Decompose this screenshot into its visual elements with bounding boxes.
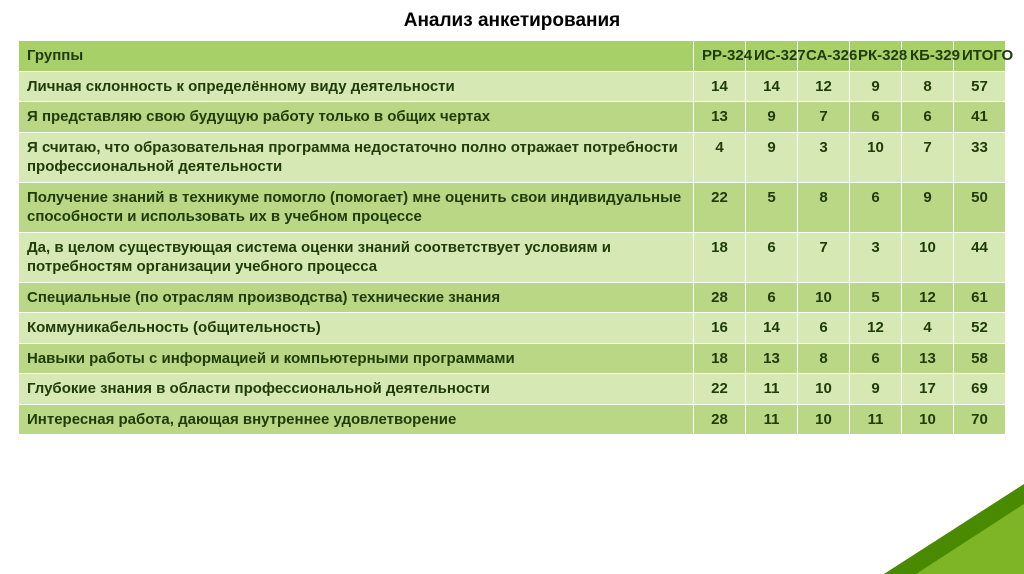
row-value: 12 [902,282,954,313]
row-value: 10 [798,374,850,405]
table-row: Глубокие знания в области профессиональн… [19,374,1006,405]
row-value: 7 [902,132,954,182]
row-value: 17 [902,374,954,405]
row-total: 33 [954,132,1006,182]
col-header-4: РК-328 [850,41,902,72]
row-total: 58 [954,343,1006,374]
row-label: Интересная работа, дающая внутреннее удо… [19,404,694,435]
row-value: 12 [850,313,902,344]
row-value: 6 [902,102,954,133]
row-value: 13 [902,343,954,374]
row-value: 6 [798,313,850,344]
col-header-total: ИТОГО [954,41,1006,72]
row-total: 41 [954,102,1006,133]
table-row: Интересная работа, дающая внутреннее удо… [19,404,1006,435]
row-value: 8 [798,343,850,374]
row-value: 9 [746,102,798,133]
row-value: 28 [694,404,746,435]
row-value: 10 [902,232,954,282]
row-total: 52 [954,313,1006,344]
row-value: 22 [694,182,746,232]
row-total: 50 [954,182,1006,232]
decor-triangle-light [916,504,1024,574]
row-value: 5 [746,182,798,232]
row-value: 10 [798,282,850,313]
row-value: 11 [746,404,798,435]
table-body: Личная склонность к определённому виду д… [19,71,1006,435]
row-value: 9 [746,132,798,182]
row-label: Получение знаний в техникуме помогло (по… [19,182,694,232]
row-value: 10 [902,404,954,435]
row-value: 11 [746,374,798,405]
row-label: Коммуникабельность (общительность) [19,313,694,344]
row-value: 18 [694,343,746,374]
col-header-5: КБ-329 [902,41,954,72]
row-value: 28 [694,282,746,313]
row-value: 10 [798,404,850,435]
row-value: 10 [850,132,902,182]
row-value: 6 [746,232,798,282]
row-value: 6 [850,182,902,232]
table-row: Специальные (по отраслям производства) т… [19,282,1006,313]
row-value: 3 [850,232,902,282]
row-label: Специальные (по отраслям производства) т… [19,282,694,313]
row-value: 16 [694,313,746,344]
row-label: Я считаю, что образовательная программа … [19,132,694,182]
table-row: Навыки работы с информацией и компьютерн… [19,343,1006,374]
row-total: 70 [954,404,1006,435]
col-header-groups: Группы [19,41,694,72]
table-row: Да, в целом существующая система оценки … [19,232,1006,282]
row-value: 22 [694,374,746,405]
row-label: Навыки работы с информацией и компьютерн… [19,343,694,374]
row-value: 4 [694,132,746,182]
row-value: 11 [850,404,902,435]
row-total: 69 [954,374,1006,405]
row-value: 7 [798,232,850,282]
row-value: 4 [902,313,954,344]
row-value: 8 [798,182,850,232]
table-container: Группы РР-324 ИС-327 СА-326 РК-328 КБ-32… [0,40,1024,435]
row-value: 6 [850,343,902,374]
row-total: 44 [954,232,1006,282]
page-title: Анализ анкетирования [0,0,1024,40]
row-value: 14 [694,71,746,102]
row-total: 61 [954,282,1006,313]
row-value: 9 [902,182,954,232]
row-value: 9 [850,374,902,405]
table-row: Я представляю свою будущую работу только… [19,102,1006,133]
row-label: Глубокие знания в области профессиональн… [19,374,694,405]
col-header-3: СА-326 [798,41,850,72]
row-label: Я представляю свою будущую работу только… [19,102,694,133]
col-header-2: ИС-327 [746,41,798,72]
row-value: 13 [694,102,746,133]
col-header-1: РР-324 [694,41,746,72]
survey-table: Группы РР-324 ИС-327 СА-326 РК-328 КБ-32… [18,40,1006,435]
row-value: 12 [798,71,850,102]
row-value: 14 [746,313,798,344]
table-row: Получение знаний в техникуме помогло (по… [19,182,1006,232]
row-value: 5 [850,282,902,313]
row-total: 57 [954,71,1006,102]
row-value: 9 [850,71,902,102]
table-row: Я считаю, что образовательная программа … [19,132,1006,182]
row-value: 13 [746,343,798,374]
row-label: Личная склонность к определённому виду д… [19,71,694,102]
row-value: 6 [850,102,902,133]
row-label: Да, в целом существующая система оценки … [19,232,694,282]
table-row: Личная склонность к определённому виду д… [19,71,1006,102]
row-value: 18 [694,232,746,282]
row-value: 14 [746,71,798,102]
row-value: 8 [902,71,954,102]
row-value: 7 [798,102,850,133]
table-header-row: Группы РР-324 ИС-327 СА-326 РК-328 КБ-32… [19,41,1006,72]
row-value: 3 [798,132,850,182]
row-value: 6 [746,282,798,313]
table-row: Коммуникабельность (общительность)161461… [19,313,1006,344]
